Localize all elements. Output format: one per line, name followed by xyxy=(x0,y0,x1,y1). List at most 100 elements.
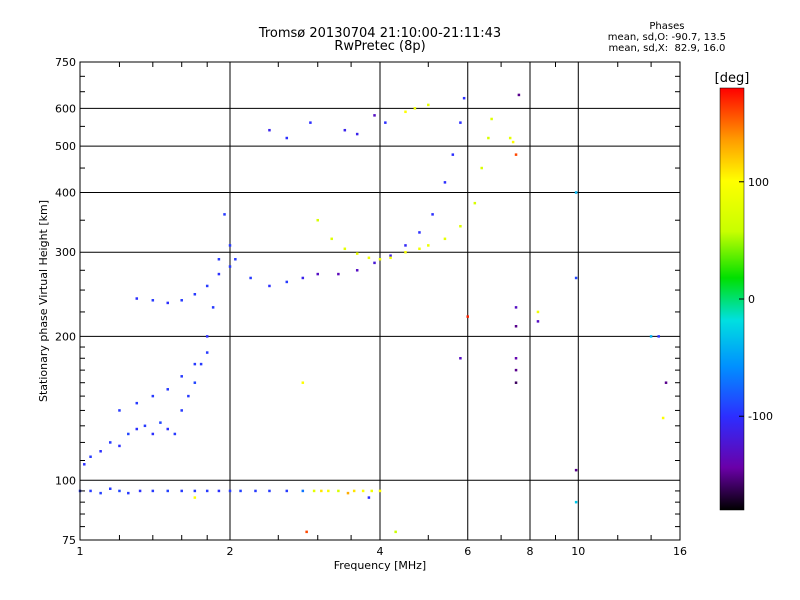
data-point xyxy=(211,306,215,309)
data-point xyxy=(378,258,382,261)
x-tick-label: 2 xyxy=(227,545,234,558)
y-tick-label: 400 xyxy=(55,186,76,199)
y-axis-label: Stationary phase Virtual Height [km] xyxy=(37,200,50,402)
data-point xyxy=(487,136,490,140)
chart-subtitle: RwPretec (8p) xyxy=(334,39,426,54)
data-point xyxy=(320,489,323,493)
data-point xyxy=(223,213,226,216)
data-point xyxy=(352,489,356,493)
data-point xyxy=(118,489,121,493)
colorbar: [deg] -100 0 100 xyxy=(715,71,773,511)
data-point xyxy=(664,381,668,384)
data-point xyxy=(574,468,578,472)
data-point xyxy=(337,489,340,493)
data-point xyxy=(166,427,169,431)
y-tick-label: 100 xyxy=(55,474,76,487)
data-point xyxy=(427,244,430,247)
data-point xyxy=(127,432,130,436)
data-point xyxy=(373,261,376,265)
phase-statistics: Phases mean, sd,O: -90.7, 13.5 mean, sd,… xyxy=(608,21,726,54)
y-tick-label: 500 xyxy=(55,140,76,153)
data-point xyxy=(473,201,477,205)
phase-stat-x: mean, sd,X: 82.9, 16.0 xyxy=(608,43,726,54)
data-point xyxy=(118,409,121,412)
data-point xyxy=(413,107,417,110)
data-point xyxy=(490,117,493,121)
phase-heading: Phases xyxy=(649,21,685,32)
data-point xyxy=(511,140,515,144)
grid xyxy=(80,62,680,540)
data-point xyxy=(187,394,190,398)
x-tick-label: 4 xyxy=(377,545,384,558)
data-point xyxy=(367,256,371,260)
data-point xyxy=(217,258,221,261)
data-point xyxy=(346,491,350,495)
data-point xyxy=(443,237,447,241)
data-point xyxy=(355,252,359,255)
data-point xyxy=(166,388,169,391)
data-point xyxy=(316,272,319,276)
data-point xyxy=(199,362,203,366)
data-point xyxy=(355,132,359,136)
data-point xyxy=(404,110,407,114)
data-points xyxy=(78,93,668,534)
data-point xyxy=(649,335,653,338)
colorbar-tick-label: -100 xyxy=(748,410,773,423)
data-point xyxy=(268,128,271,132)
data-point xyxy=(459,224,462,228)
data-point xyxy=(427,103,430,107)
data-point xyxy=(574,191,578,194)
data-point xyxy=(301,489,305,493)
data-point xyxy=(404,244,407,247)
data-point xyxy=(89,489,92,493)
phase-stat-o: mean, sd,O: -90.7, 13.5 xyxy=(607,32,726,43)
data-point xyxy=(418,247,421,251)
y-tick-label: 600 xyxy=(55,102,76,115)
data-point xyxy=(389,256,392,260)
data-point xyxy=(193,293,197,296)
data-point xyxy=(166,489,169,493)
data-point xyxy=(285,136,289,140)
y-tick-label: 750 xyxy=(55,56,76,69)
data-point xyxy=(451,153,455,156)
data-point xyxy=(459,121,462,124)
x-tick-label: 6 xyxy=(464,545,471,558)
data-point xyxy=(343,247,347,251)
data-point xyxy=(514,306,518,309)
data-point xyxy=(480,166,483,170)
data-point xyxy=(370,489,373,493)
chart-title: Tromsø 20130704 21:10:00-21:11:43 xyxy=(258,26,502,41)
x-axis-label: Frequency [MHz] xyxy=(334,559,426,572)
data-point xyxy=(228,489,232,493)
data-point xyxy=(536,310,540,314)
data-point xyxy=(514,357,518,360)
data-point xyxy=(337,272,340,276)
data-point xyxy=(301,381,305,384)
data-point xyxy=(249,276,252,280)
data-point xyxy=(118,444,121,448)
data-point xyxy=(239,489,242,493)
data-point xyxy=(228,244,232,247)
data-point xyxy=(127,491,130,495)
data-point xyxy=(217,489,221,493)
data-point xyxy=(151,394,155,398)
axes: 1 2 4 6 8 10 16 75 100 200 300 400 500 600 750 xyxy=(55,56,687,558)
data-point xyxy=(205,351,209,354)
x-tick-label: 10 xyxy=(571,545,585,558)
data-point xyxy=(217,272,221,276)
data-point xyxy=(159,421,162,424)
data-point xyxy=(378,489,382,493)
data-point xyxy=(234,258,237,261)
data-point xyxy=(138,489,142,493)
data-point xyxy=(180,299,183,302)
data-point xyxy=(180,409,183,412)
data-point xyxy=(135,427,139,431)
data-point xyxy=(514,153,518,156)
x-tick-label: 8 xyxy=(527,545,534,558)
data-point xyxy=(514,381,518,384)
data-point xyxy=(418,231,421,234)
data-point xyxy=(536,320,540,323)
data-point xyxy=(443,181,447,184)
data-point xyxy=(301,276,305,280)
